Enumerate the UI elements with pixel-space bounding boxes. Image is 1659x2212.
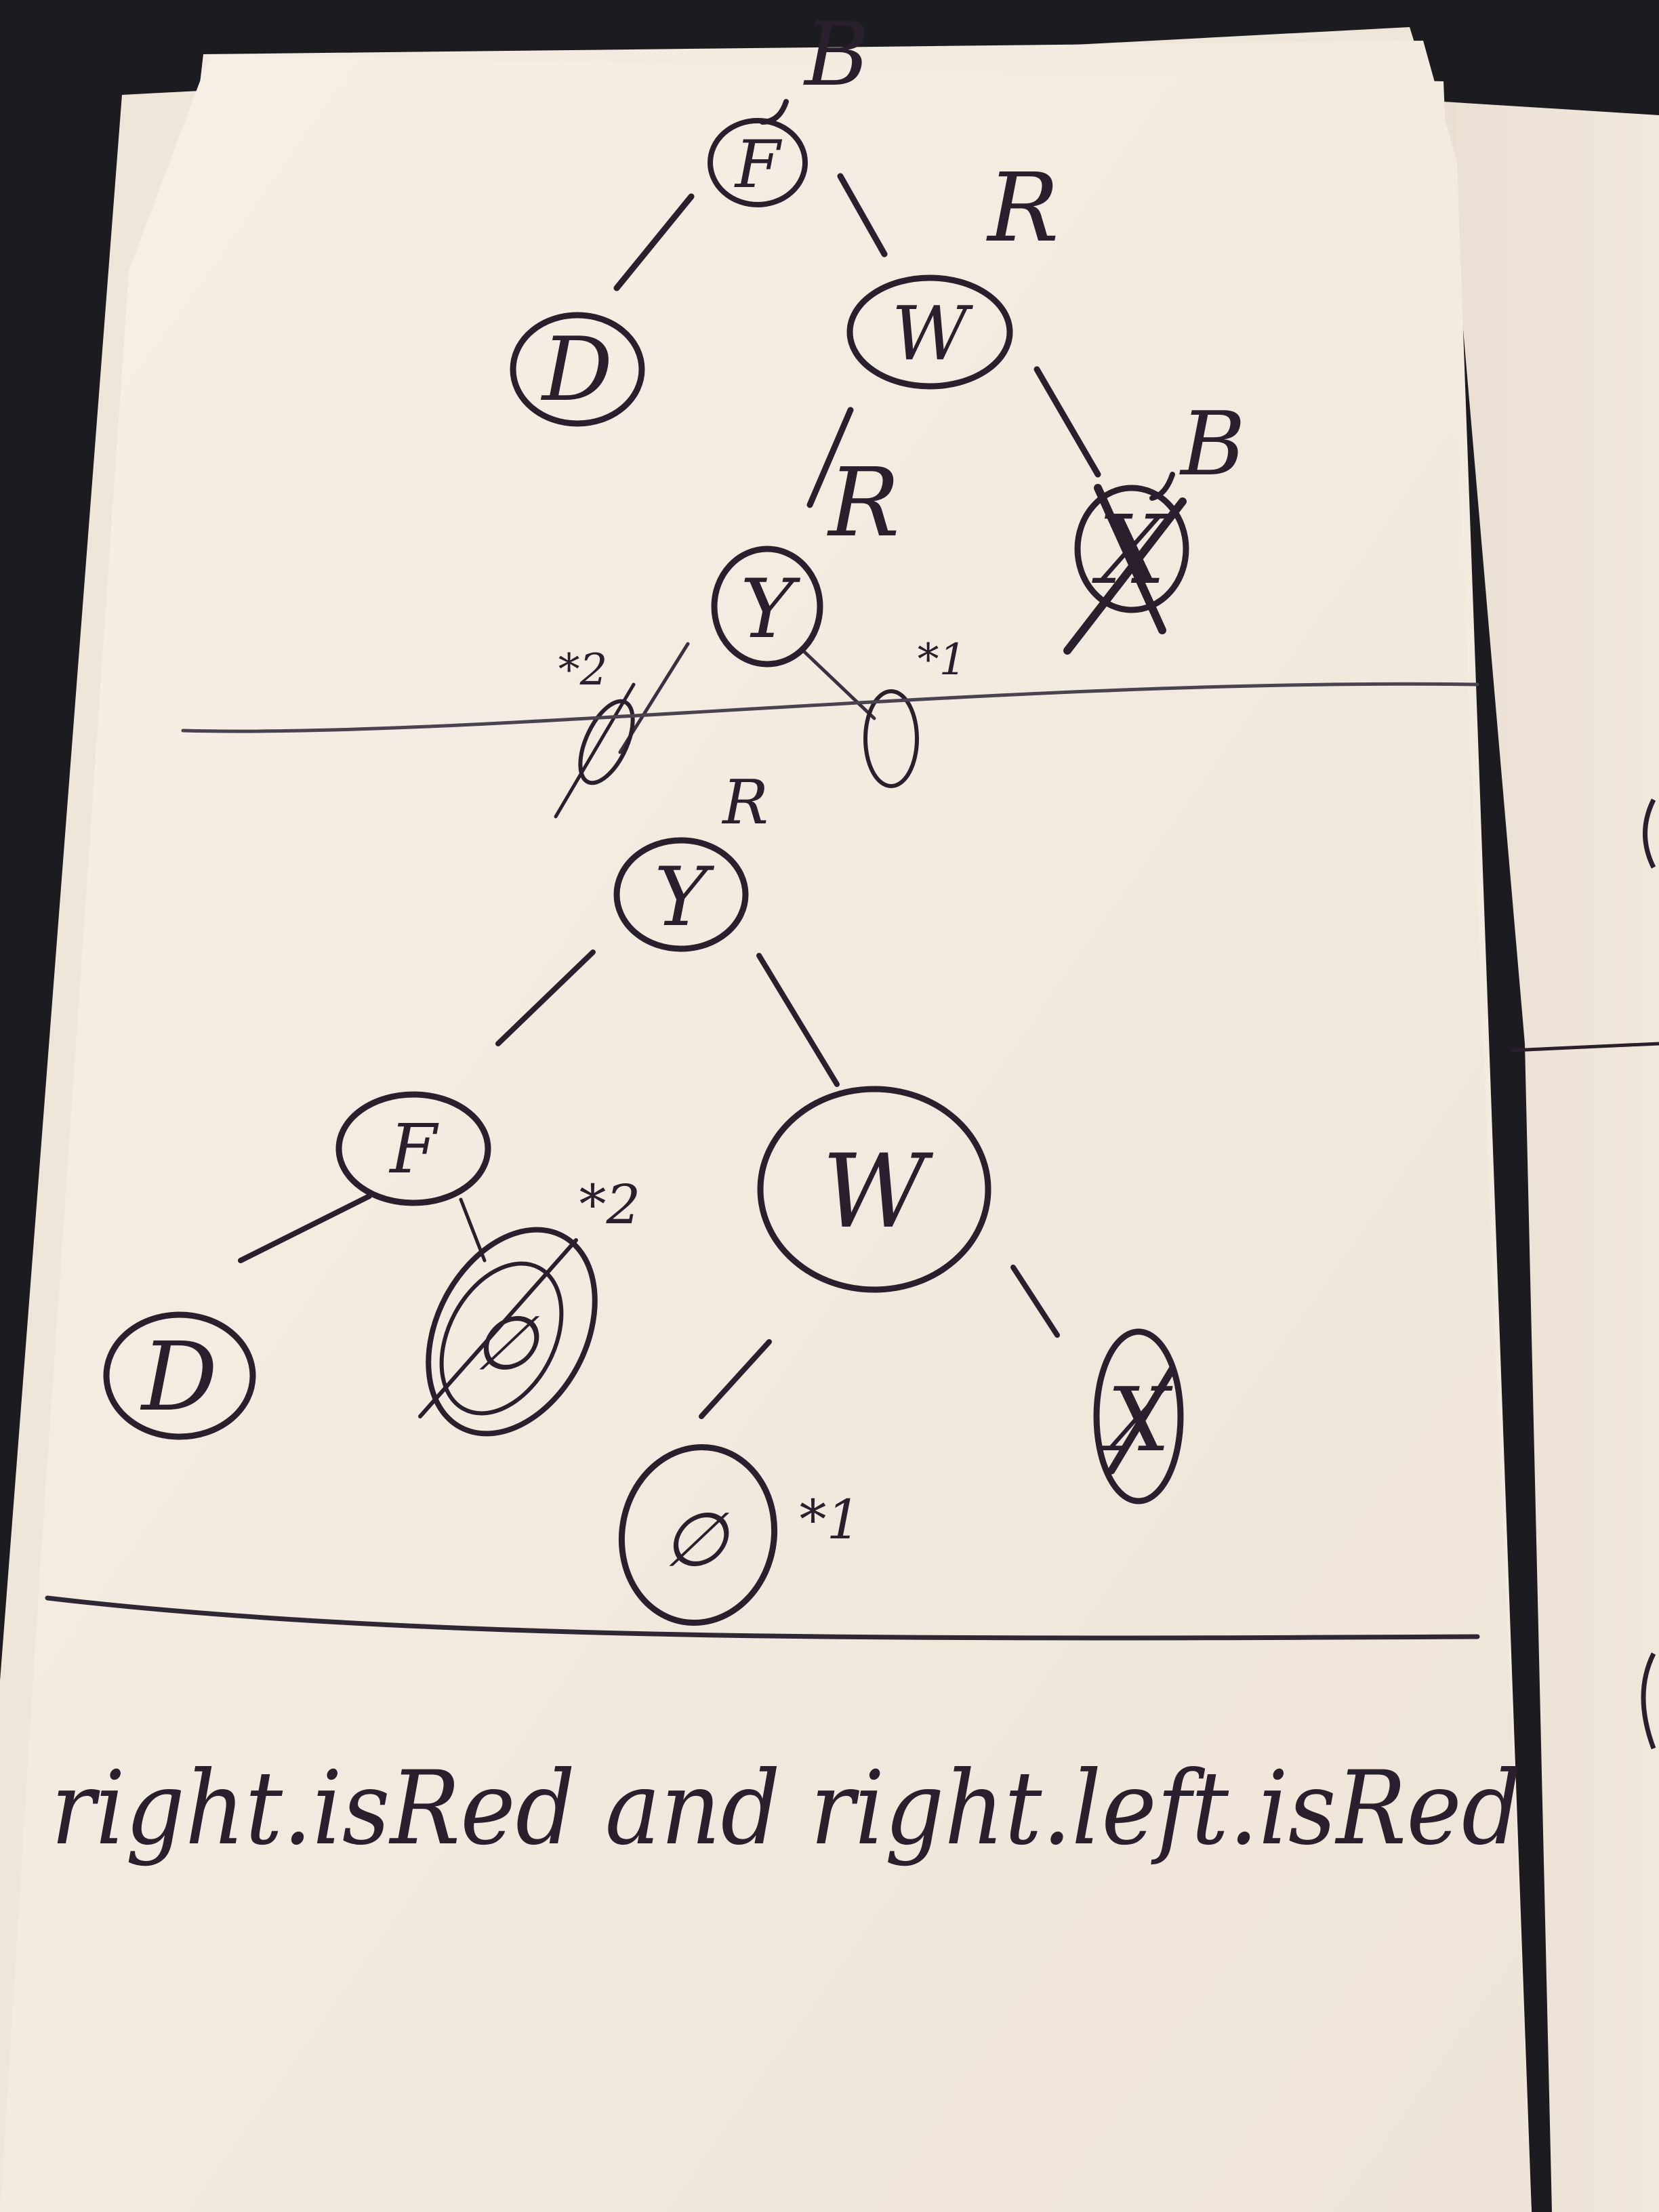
- node-null-1-label: ∅: [662, 1496, 730, 1583]
- null-mark-1: *1: [918, 635, 967, 685]
- right-page-mark-1: [1643, 798, 1656, 869]
- cross-out-line-1: [1063, 497, 1187, 655]
- cross-out-line: [1107, 1365, 1176, 1475]
- color-mark-b-root: B: [803, 3, 869, 106]
- right-page: [1443, 102, 1659, 2212]
- caption-condition: right.isRed and right.left.isRed: [51, 1750, 1521, 1868]
- node-d: D: [510, 312, 645, 427]
- null-mark-2: *2: [558, 645, 608, 695]
- color-pointer-root: [760, 99, 789, 125]
- color-mark-r-y: R: [826, 448, 899, 558]
- edge-y-null-right: [801, 649, 876, 720]
- null-leaf-left: *2: [554, 645, 636, 819]
- node-null-1: ∅ *1: [618, 1444, 861, 1626]
- edge-f-d: [238, 1193, 372, 1263]
- node-w-label: W: [891, 290, 973, 377]
- node-x-deleted: X B: [1063, 392, 1246, 655]
- edge-w-y: [806, 407, 854, 508]
- right-page-line: [1511, 1042, 1659, 1052]
- tree-1: F B D W R Y R: [510, 3, 1246, 819]
- node-y-label: Y: [740, 562, 800, 657]
- node-w-label: W: [822, 1133, 934, 1251]
- color-pointer-x: [1149, 472, 1175, 501]
- node-f-label: F: [734, 127, 783, 203]
- separator-line-2: [45, 1595, 1480, 1641]
- node-f-root: F B: [708, 3, 869, 207]
- null-mark-1: *1: [800, 1488, 861, 1551]
- null-leaf-right: *1: [863, 635, 967, 788]
- edge-w-x: [1033, 366, 1101, 478]
- color-mark-b-x: B: [1179, 392, 1246, 495]
- edge-w-null: [699, 1339, 772, 1419]
- node-w: W R: [846, 153, 1059, 390]
- color-mark-r-root2: R: [721, 767, 769, 838]
- node-d: D: [103, 1311, 256, 1440]
- tree-2: Y R F W D ∅: [103, 767, 1184, 1626]
- node-d-label: D: [541, 318, 613, 421]
- node-d-label: D: [140, 1322, 218, 1433]
- node-x-deleted: X: [1093, 1328, 1184, 1504]
- node-f: F: [335, 1091, 491, 1206]
- separator-line-1: [181, 682, 1479, 733]
- edge-y-f: [495, 949, 596, 1046]
- node-y-root-label: Y: [654, 851, 714, 945]
- node-null-2-label: ∅: [472, 1300, 540, 1387]
- edge-y-w: [756, 953, 840, 1087]
- node-y-root: Y R: [613, 767, 769, 952]
- main-page: [0, 54, 1532, 2212]
- edge-f-d: [613, 193, 695, 291]
- node-w: W: [757, 1086, 991, 1293]
- node-f-label: F: [388, 1109, 439, 1189]
- edge-f-w: [837, 173, 888, 258]
- right-page-mark-2: [1641, 1652, 1656, 1750]
- null-mark-2: *2: [579, 1173, 641, 1236]
- node-y: Y R: [711, 448, 900, 668]
- node-null-2: ∅ *2: [418, 1173, 641, 1437]
- cross-out-line-2: [1094, 484, 1166, 634]
- edge-w-x: [1010, 1265, 1060, 1338]
- color-mark-r-w: R: [985, 153, 1059, 264]
